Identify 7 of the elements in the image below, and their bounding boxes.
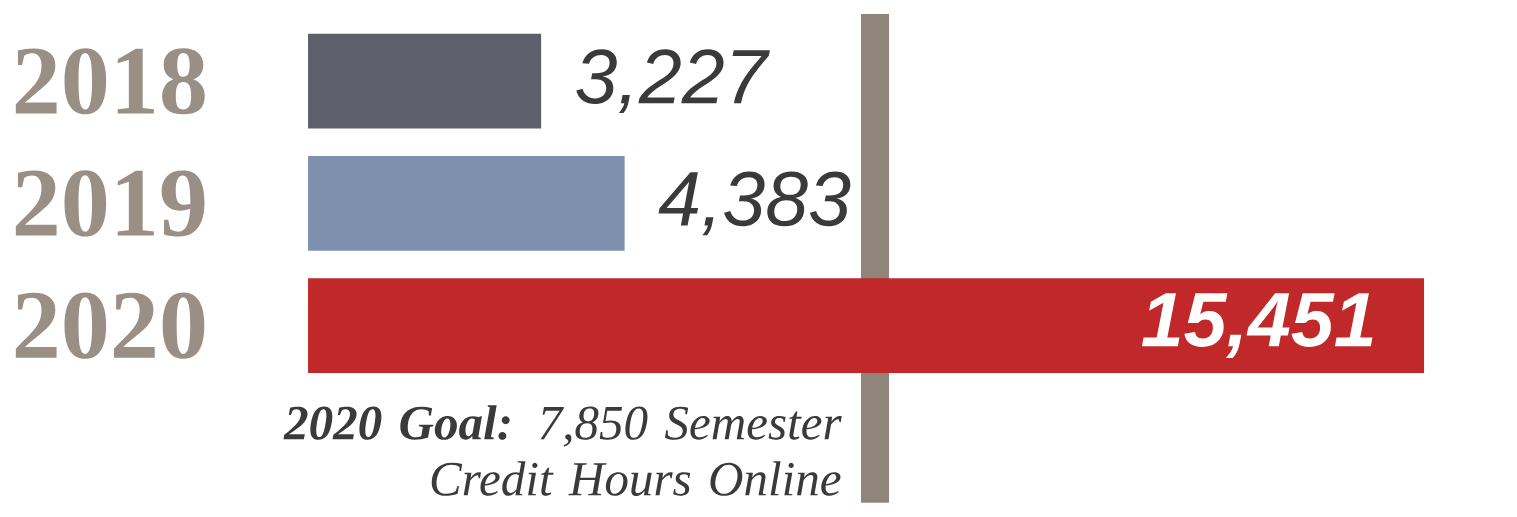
y-tick-label: 2019 xyxy=(15,170,205,237)
data-label: 15,451 xyxy=(1141,293,1373,359)
data-label: 3,227 xyxy=(576,49,770,114)
y-tick-label: 2018 xyxy=(15,48,205,115)
ref-line-label: 2020 Goal: 7,850 Semester Credit Hours Online xyxy=(283,405,842,496)
data-label: 4,383 xyxy=(658,171,851,236)
y-tick-label: 2020 xyxy=(15,292,205,359)
